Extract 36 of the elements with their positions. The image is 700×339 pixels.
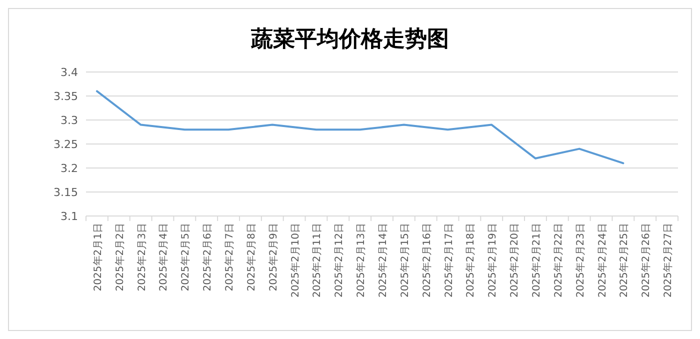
x-tick-label: 2025年2月13日 bbox=[355, 223, 368, 298]
chart-title: 蔬菜平均价格走势图 bbox=[250, 26, 449, 52]
x-tick-label: 2025年2月5日 bbox=[180, 223, 192, 292]
x-tick-label: 2025年2月4日 bbox=[158, 223, 170, 292]
y-tick-label: 3.2 bbox=[60, 162, 78, 175]
x-tick-label: 2025年2月19日 bbox=[486, 223, 499, 298]
y-tick-label: 3.35 bbox=[54, 90, 78, 103]
x-tick-label: 2025年2月8日 bbox=[245, 223, 258, 292]
x-tick-label: 2025年2月22日 bbox=[552, 223, 564, 298]
y-tick-label: 3.4 bbox=[60, 66, 78, 79]
y-tick-label: 3.25 bbox=[54, 138, 78, 151]
x-tick-label: 2025年2月20日 bbox=[508, 223, 521, 298]
line-series bbox=[96, 90, 624, 164]
x-tick-label: 2025年2月23日 bbox=[574, 223, 586, 298]
x-tick-label: 2025年2月2日 bbox=[114, 223, 126, 292]
x-tick-label: 2025年2月27日 bbox=[662, 223, 674, 298]
x-tick-label: 2025年2月10日 bbox=[289, 223, 302, 298]
x-tick-label: 2025年2月6日 bbox=[202, 223, 214, 292]
x-tick-label: 2025年2月26日 bbox=[640, 223, 652, 298]
y-tick-label: 3.15 bbox=[54, 186, 78, 199]
x-tick-label: 2025年2月3日 bbox=[136, 223, 148, 292]
x-tick-label: 2025年2月17日 bbox=[442, 223, 455, 298]
x-tick-label: 2025年2月18日 bbox=[464, 223, 477, 298]
x-tick-label: 2025年2月1日 bbox=[92, 223, 104, 292]
x-tick-label: 2025年2月9日 bbox=[267, 223, 280, 292]
x-tick-label: 2025年2月24日 bbox=[596, 223, 608, 298]
y-tick-label: 3.3 bbox=[60, 114, 78, 127]
x-tick-label: 2025年2月25日 bbox=[618, 223, 630, 298]
x-tick-label: 2025年2月14日 bbox=[377, 223, 389, 298]
y-tick-label: 3.1 bbox=[60, 210, 78, 223]
x-tick-label: 2025年2月16日 bbox=[420, 223, 433, 298]
x-tick-label: 2025年2月15日 bbox=[398, 223, 411, 298]
x-tick-label: 2025年2月7日 bbox=[224, 223, 236, 292]
x-tick-label: 2025年2月12日 bbox=[333, 223, 346, 298]
x-tick-label: 2025年2月21日 bbox=[530, 223, 542, 298]
x-tick-label: 2025年2月11日 bbox=[311, 223, 324, 298]
